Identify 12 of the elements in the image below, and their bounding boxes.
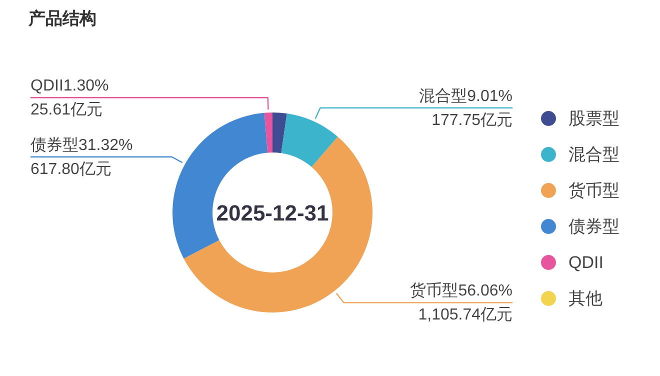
legend-label: QDII xyxy=(568,253,604,272)
legend-label: 股票型 xyxy=(568,109,620,128)
data-label: QDII1.30% 25.61亿元 xyxy=(30,78,109,119)
legend-label: 货币型 xyxy=(568,181,620,200)
legend-label: 其他 xyxy=(568,289,602,308)
legend-label: 债券型 xyxy=(568,217,620,236)
legend-label: 混合型 xyxy=(568,145,620,164)
data-label: 债券型31.32% 617.80亿元 xyxy=(30,136,133,178)
data-label: 混合型9.01% 177.75亿元 xyxy=(419,86,513,129)
data-label: 货币型56.06% 1,105.74亿元 xyxy=(410,282,512,324)
chart-title: 产品结构 xyxy=(28,9,96,28)
text: 2025-12-31 xyxy=(216,200,329,226)
